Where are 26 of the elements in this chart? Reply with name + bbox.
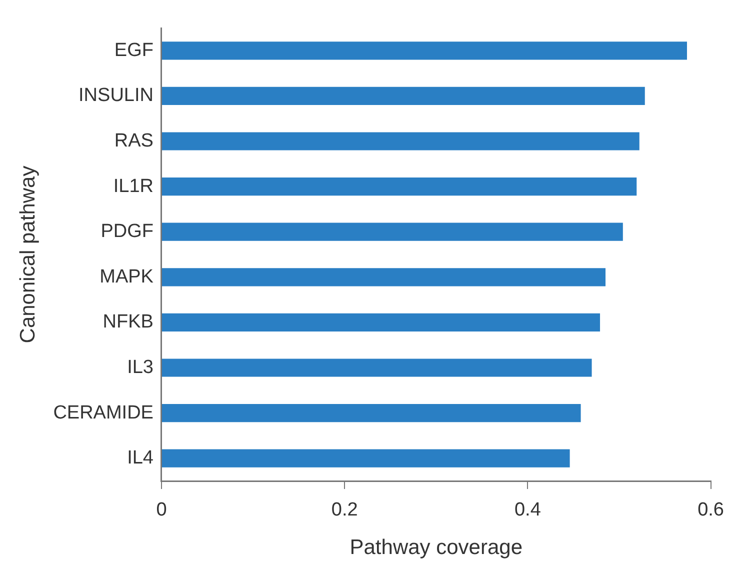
y-tick-label: IL1R xyxy=(113,176,154,197)
x-tick-label: 0 xyxy=(156,500,167,521)
bar xyxy=(162,313,600,332)
x-tick-label: 0.4 xyxy=(514,500,542,521)
y-tick-label: MAPK xyxy=(100,266,154,288)
bar xyxy=(162,86,645,106)
y-tick-label: INSULIN xyxy=(78,85,154,106)
y-tick-label: CERAMIDE xyxy=(53,402,154,424)
y-tick-label: IL4 xyxy=(127,448,154,469)
bar xyxy=(162,132,640,150)
bar xyxy=(162,222,623,241)
y-tick-label: NFKB xyxy=(102,312,154,333)
bar xyxy=(162,404,581,422)
y-tick-label: IL3 xyxy=(127,356,154,378)
bar xyxy=(162,268,606,286)
bar xyxy=(162,177,637,196)
x-tick-label: 0.2 xyxy=(331,500,358,521)
y-tick-label: RAS xyxy=(114,130,154,152)
bar xyxy=(162,358,592,377)
x-axis-title: Pathway coverage xyxy=(350,536,523,560)
bar xyxy=(162,42,687,60)
y-axis-title: Canonical pathway xyxy=(16,165,40,344)
bar xyxy=(162,449,570,468)
x-tick-label: 0.6 xyxy=(698,500,724,521)
y-tick-label: EGF xyxy=(114,40,154,61)
y-tick-label: PDGF xyxy=(100,221,154,242)
